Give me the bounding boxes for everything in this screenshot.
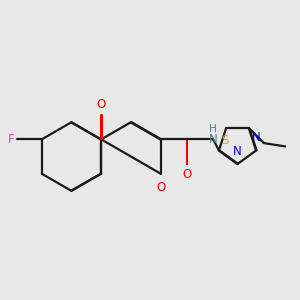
Text: F: F [8,133,15,146]
Text: N: N [209,133,218,146]
Text: S: S [221,134,228,147]
Text: H: H [209,124,217,134]
Text: N: N [233,145,242,158]
Text: O: O [97,98,106,111]
Text: O: O [182,168,191,181]
Text: O: O [156,181,165,194]
Text: N: N [252,131,261,145]
